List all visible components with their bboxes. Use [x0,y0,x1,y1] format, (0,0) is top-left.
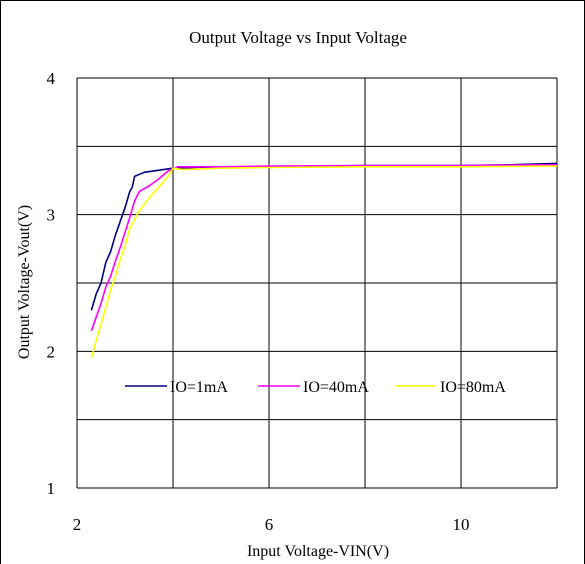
series-layer [90,162,558,359]
legend-label: IO=1mA [170,379,228,396]
legend-label: IO=40mA [303,379,369,396]
legend-label: IO=80mA [440,379,506,396]
x-tick-label: 6 [265,515,274,534]
y-axis-label: Output Voltage-Vout(V) [16,205,33,359]
x-tick-label: 2 [73,515,82,534]
y-tick-label: 2 [47,342,56,361]
legend: IO=1mA IO=40mA IO=80mA [125,379,506,396]
y-tick-label: 4 [47,69,56,88]
y-tick-label: 1 [47,479,56,498]
grid [76,77,558,489]
x-tick-label: 10 [453,515,470,534]
chart-title: Output Voltage vs Input Voltage [189,28,407,47]
x-axis-label: Input Voltage-VIN(V) [247,543,389,560]
y-tick-label: 3 [47,206,56,225]
series-line-2 [90,164,558,332]
series-line-3 [90,165,558,359]
